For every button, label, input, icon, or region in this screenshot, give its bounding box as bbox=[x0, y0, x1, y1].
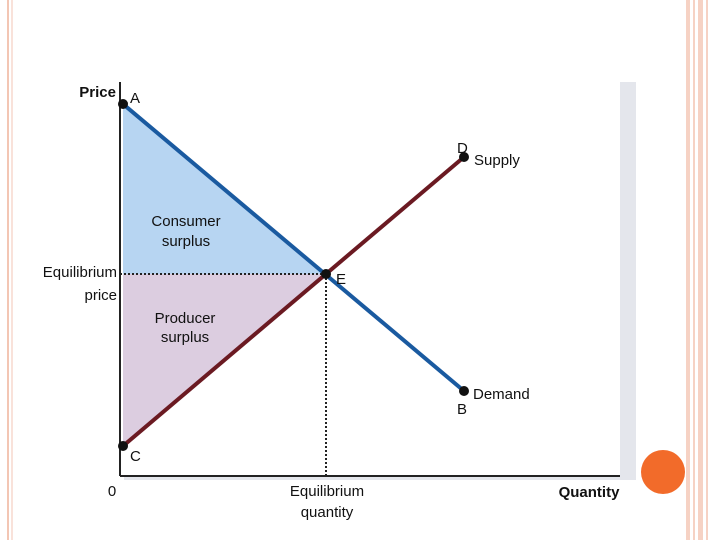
point-label: D bbox=[457, 140, 468, 157]
point bbox=[321, 269, 331, 279]
y-axis-label: Price bbox=[79, 84, 116, 101]
curve-label: Demand bbox=[473, 386, 530, 403]
equilibrium-quantity-label: Equilibrium bbox=[290, 483, 364, 500]
area-label: Producer bbox=[155, 310, 216, 327]
curve-label: Supply bbox=[474, 152, 520, 169]
equilibrium-price-label: price bbox=[84, 287, 117, 304]
point bbox=[118, 441, 128, 451]
area-label: Consumer bbox=[151, 213, 220, 230]
border-stripe bbox=[698, 0, 703, 540]
point-label: C bbox=[130, 448, 141, 465]
demand-curve bbox=[121, 102, 466, 393]
point-label: E bbox=[336, 271, 346, 288]
x-axis-label: Quantity bbox=[559, 484, 620, 501]
point-label: B bbox=[457, 401, 467, 418]
equilibrium-quantity-label: quantity bbox=[301, 504, 354, 521]
border-stripe bbox=[706, 0, 708, 540]
area-label: surplus bbox=[162, 233, 210, 250]
point bbox=[118, 99, 128, 109]
equilibrium-price-label: Equilibrium bbox=[43, 264, 117, 281]
point bbox=[459, 386, 469, 396]
supply-curve bbox=[121, 155, 466, 448]
point bbox=[459, 152, 469, 162]
border-stripe bbox=[686, 0, 690, 540]
orange-dot bbox=[641, 450, 685, 494]
origin-label: 0 bbox=[108, 483, 116, 500]
border-stripe bbox=[693, 0, 695, 540]
point-label: A bbox=[130, 90, 140, 107]
area-label: surplus bbox=[161, 329, 209, 346]
